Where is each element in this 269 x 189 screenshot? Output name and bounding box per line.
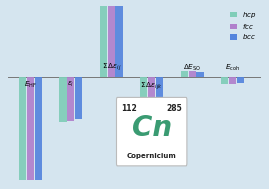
Bar [19,77,26,189]
Bar [27,77,34,189]
Bar [100,0,107,77]
Text: $E_{\mathrm{coh}}$: $E_{\mathrm{coh}}$ [225,63,240,74]
Bar [67,77,75,121]
Bar [189,71,196,77]
Bar [196,72,204,77]
FancyBboxPatch shape [116,97,187,166]
Bar [237,77,244,83]
Bar [140,77,147,159]
Bar [181,71,188,77]
Text: 285: 285 [166,104,182,113]
Text: 112: 112 [121,104,137,113]
Text: $\varepsilon_{i}$: $\varepsilon_{i}$ [67,80,75,89]
Text: $E_{\mathrm{HF}}$: $E_{\mathrm{HF}}$ [24,80,37,91]
Text: $\Sigma\,\Delta\varepsilon_{ij}$: $\Sigma\,\Delta\varepsilon_{ij}$ [101,62,121,74]
Text: Copernicium: Copernicium [127,153,176,159]
Bar [59,77,66,122]
Legend: $\mathit{hcp}$, $\mathit{fcc}$, $\mathit{bcc}$: $\mathit{hcp}$, $\mathit{fcc}$, $\mathit… [229,9,257,42]
Text: $\Delta E_{\mathrm{SO}}$: $\Delta E_{\mathrm{SO}}$ [183,63,201,74]
Bar [34,77,42,189]
Bar [108,0,115,77]
Bar [75,77,82,119]
Bar [148,77,155,158]
Text: $\Sigma\,\Delta\varepsilon_{ijk}$: $\Sigma\,\Delta\varepsilon_{ijk}$ [140,80,163,92]
Text: Cn: Cn [132,114,172,142]
Bar [221,77,228,84]
Bar [156,77,163,153]
Bar [115,0,123,77]
Bar [229,77,236,84]
